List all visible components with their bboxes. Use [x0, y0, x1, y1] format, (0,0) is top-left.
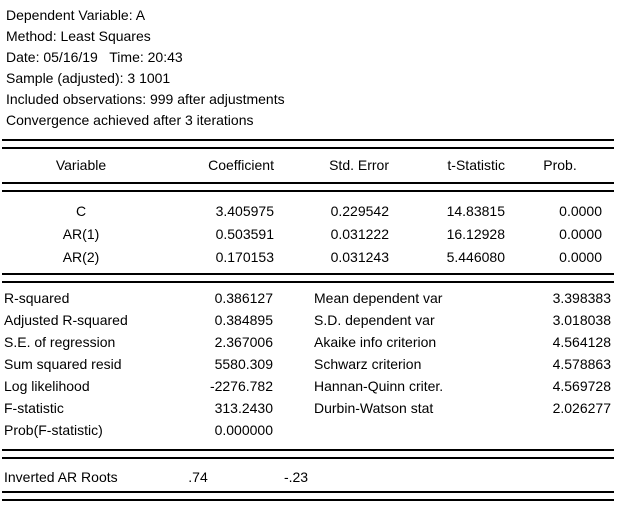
table-row-c: C 3.405975 0.229542 14.83815 0.0000 [2, 200, 614, 223]
cell-prob: 0.0000 [559, 249, 602, 265]
stat-value: 2.367006 [214, 334, 273, 350]
divider-double-top [2, 139, 614, 149]
stat-value: 3.398383 [552, 290, 611, 306]
stat-value: 313.2430 [214, 400, 273, 416]
cell-variable: AR(1) [62, 226, 100, 242]
stat-value: 2.026277 [552, 400, 611, 416]
cell-t-statistic: 5.446080 [446, 249, 505, 265]
divider-double-bottom [2, 491, 614, 501]
stat-value: 0.384895 [214, 312, 273, 328]
stat-value: 4.564128 [552, 334, 611, 350]
stat-label: Prob(F-statistic) [4, 422, 103, 438]
stat-value: 0.386127 [214, 290, 273, 306]
cell-coefficient: 0.170153 [215, 249, 274, 265]
stat-label: Sum squared resid [4, 356, 122, 372]
stat-value: -2276.782 [209, 378, 273, 394]
divider-double-below-header [2, 182, 614, 192]
stat-row: F-statistic 313.2430 Durbin-Watson stat … [2, 397, 614, 419]
cell-std-error: 0.031243 [330, 249, 389, 265]
stat-row: R-squared 0.386127 Mean dependent var 3.… [2, 287, 614, 309]
stat-row: Log likelihood -2276.782 Hannan-Quinn cr… [2, 375, 614, 397]
column-header-std-error: Std. Error [329, 157, 389, 173]
coefficients-table-body: C 3.405975 0.229542 14.83815 0.0000 AR(1… [2, 200, 614, 269]
stat-value: 5580.309 [214, 356, 273, 372]
stat-value [505, 419, 614, 441]
cell-coefficient: 3.405975 [215, 203, 274, 219]
stat-row: Adjusted R-squared 0.384895 S.D. depende… [2, 309, 614, 331]
cell-t-statistic: 16.12928 [446, 226, 505, 242]
stat-row: S.E. of regression 2.367006 Akaike info … [2, 331, 614, 353]
stat-value: 4.578863 [552, 356, 611, 372]
stat-value: 0.000000 [214, 422, 273, 438]
cell-prob: 0.0000 [559, 203, 602, 219]
stat-row: Sum squared resid 5580.309 Schwarz crite… [2, 353, 614, 375]
stat-label: Adjusted R-squared [4, 312, 128, 328]
column-header-t-statistic: t-Statistic [447, 157, 505, 173]
column-header-coefficient: Coefficient [208, 157, 274, 173]
table-row-ar2: AR(2) 0.170153 0.031243 5.446080 0.0000 [2, 246, 614, 269]
cell-std-error: 0.229542 [330, 203, 389, 219]
method-line: Method: Least Squares [6, 28, 151, 44]
date-time-line: Date: 05/16/19 Time: 20:43 [6, 49, 183, 65]
eviews-regression-output: Dependent Variable: A Method: Least Squa… [2, 0, 614, 501]
stat-label: Durbin-Watson stat [314, 400, 434, 416]
divider-double-below-coefficients [2, 273, 614, 283]
cell-std-error: 0.031222 [330, 226, 389, 242]
sample-line: Sample (adjusted): 3 1001 [6, 70, 171, 86]
table-row-ar1: AR(1) 0.503591 0.031222 16.12928 0.0000 [2, 223, 614, 246]
dependent-variable-line: Dependent Variable: A [6, 7, 146, 23]
column-header-variable: Variable [55, 157, 107, 173]
inverted-ar-root-value: -.23 [283, 469, 309, 485]
stat-label: Log likelihood [4, 378, 90, 394]
stat-label: S.E. of regression [4, 334, 116, 350]
inverted-ar-roots-row: Inverted AR Roots .74 -.23 [2, 466, 614, 488]
cell-prob: 0.0000 [559, 226, 602, 242]
stat-label: Hannan-Quinn criter. [314, 378, 444, 394]
coefficients-table-header: Variable Coefficient Std. Error t-Statis… [2, 149, 614, 182]
stat-label: Akaike info criterion [314, 334, 437, 350]
inverted-ar-root-value: .74 [188, 469, 208, 485]
summary-statistics-block: R-squared 0.386127 Mean dependent var 3.… [2, 287, 614, 441]
stat-label: F-statistic [4, 400, 64, 416]
stat-value: 3.018038 [552, 312, 611, 328]
divider-double-below-statistics [2, 449, 614, 459]
stat-label: R-squared [4, 290, 70, 306]
stat-label: Mean dependent var [314, 290, 443, 306]
cell-t-statistic: 14.83815 [446, 203, 505, 219]
regression-info-block: Dependent Variable: A Method: Least Squa… [2, 5, 614, 131]
cell-variable: AR(2) [62, 249, 100, 265]
stat-value: 4.569728 [552, 378, 611, 394]
cell-variable: C [75, 203, 87, 219]
cell-coefficient: 0.503591 [215, 226, 274, 242]
included-observations-line: Included observations: 999 after adjustm… [6, 91, 285, 107]
inverted-ar-roots-label: Inverted AR Roots [4, 469, 118, 485]
stat-label: Schwarz criterion [314, 356, 422, 372]
stat-label: S.D. dependent var [314, 312, 435, 328]
column-header-prob: Prob. [543, 157, 577, 173]
stat-row: Prob(F-statistic) 0.000000 [2, 419, 614, 441]
convergence-line: Convergence achieved after 3 iterations [6, 112, 254, 128]
stat-label [275, 419, 505, 441]
